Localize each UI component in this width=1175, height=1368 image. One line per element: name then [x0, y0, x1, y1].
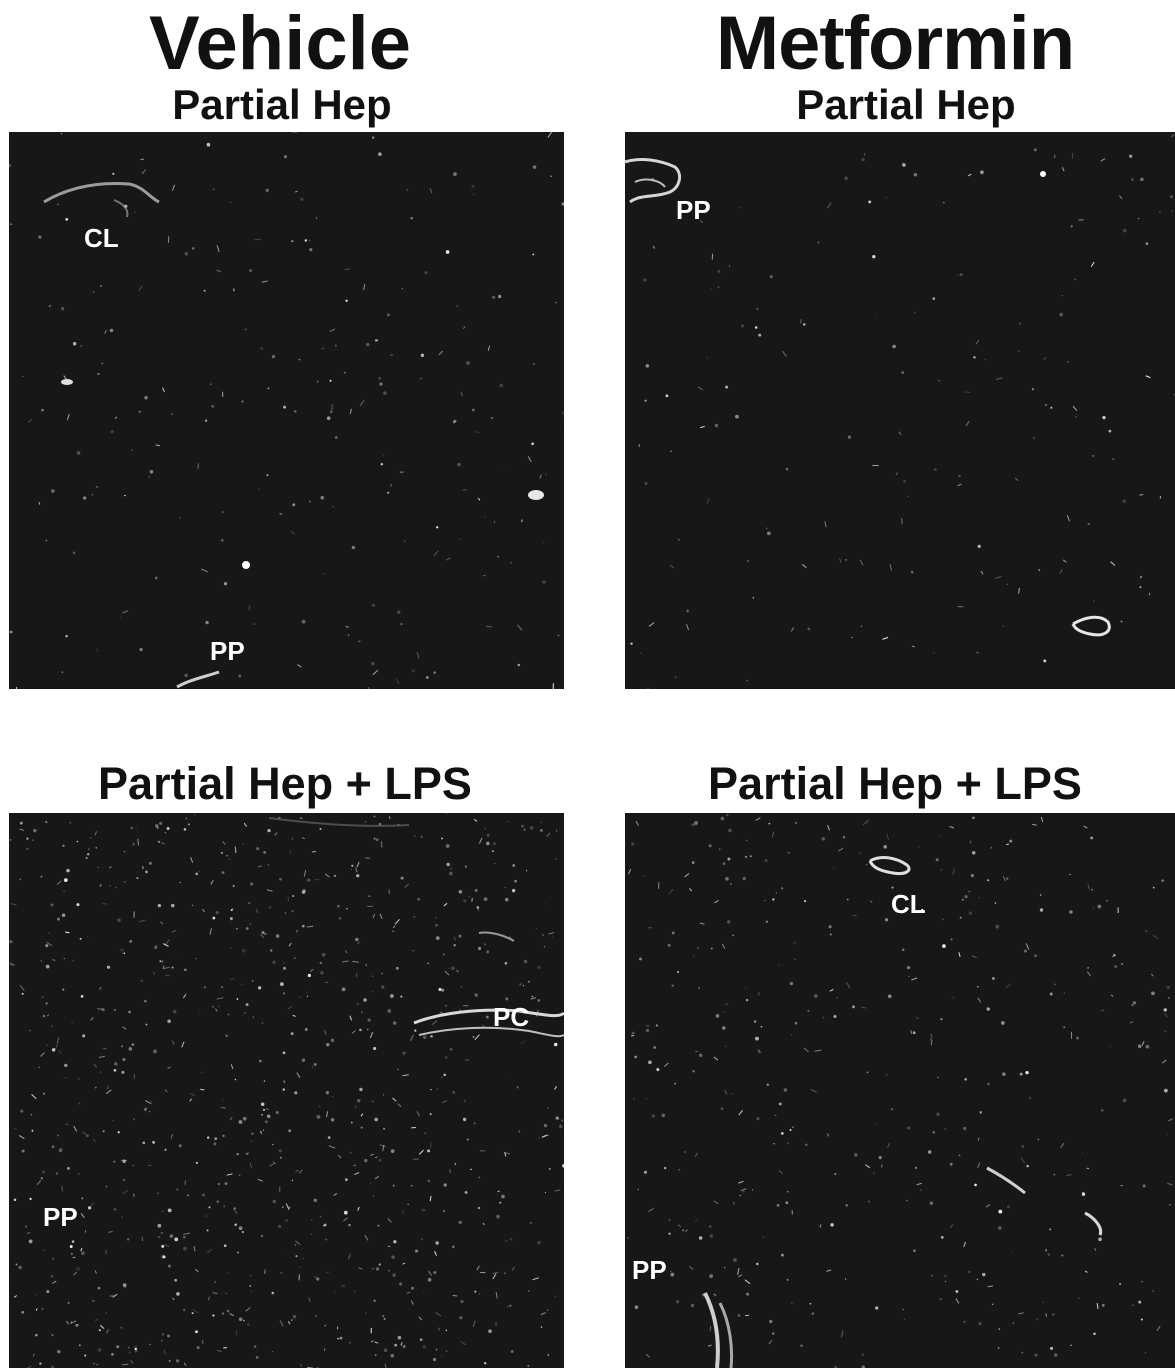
region-label-cl: CL: [891, 889, 926, 919]
panel-subtitle-vehicle-partial-hep: Partial Hep: [172, 81, 392, 128]
panel-subtitle-metformin-partial-hep: Partial Hep: [796, 81, 1016, 128]
micrograph-vehicle-partial-hep-lps: PC PP: [9, 813, 564, 1368]
region-label-pp: PP: [43, 1202, 78, 1232]
micrograph-image: [626, 813, 1173, 1368]
micrograph-image: [9, 132, 564, 689]
column-title-vehicle: Vehicle: [149, 1, 411, 86]
micrograph-vehicle-partial-hep: CL PP: [9, 132, 564, 689]
region-label-pc: PC: [493, 1002, 530, 1032]
micrograph-image: [9, 813, 564, 1368]
panel-subtitle-metformin-partial-hep-lps: Partial Hep + LPS: [708, 758, 1082, 809]
region-label-pp: PP: [632, 1255, 667, 1285]
region-label-pp: PP: [210, 636, 245, 666]
region-label-pp: PP: [676, 195, 711, 225]
micrograph-image: [625, 134, 1175, 689]
column-title-metformin: Metformin: [715, 1, 1075, 86]
micrograph-metformin-partial-hep-lps: CL PP: [625, 813, 1175, 1368]
region-label-cl: CL: [84, 223, 119, 253]
panel-subtitle-vehicle-partial-hep-lps: Partial Hep + LPS: [98, 758, 472, 809]
micrograph-metformin-partial-hep: PP: [625, 132, 1175, 689]
